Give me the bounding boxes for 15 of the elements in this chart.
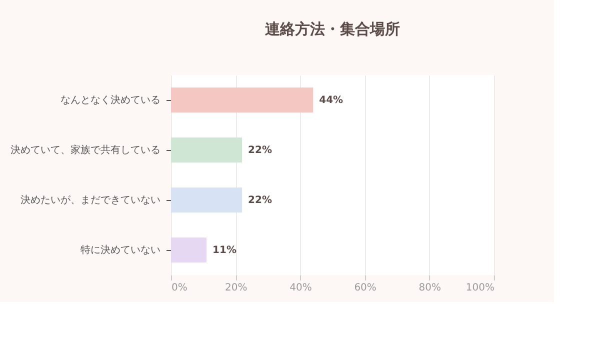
y-tick-label: 特に決めていない [80, 244, 160, 256]
y-tick-label: 決めたいが、まだできていない [20, 194, 160, 206]
x-tick-label: 60% [354, 282, 376, 294]
data-label: 22% [248, 145, 272, 156]
x-tick-label: 80% [418, 282, 442, 294]
data-label: 44% [319, 95, 344, 106]
x-tick-label: 40% [290, 282, 312, 294]
y-tick-label: 決めていて、家族で共有している [10, 144, 160, 156]
data-label: 22% [248, 195, 272, 206]
y-tick-label: なんとなく決めている [60, 94, 160, 106]
x-tick-label: 0% [172, 282, 188, 294]
chart-title: 連絡方法・集合場所 [264, 20, 400, 38]
data-label: 11% [212, 245, 236, 256]
x-tick-label: 100% [466, 282, 494, 294]
x-tick-label: 20% [224, 282, 248, 294]
